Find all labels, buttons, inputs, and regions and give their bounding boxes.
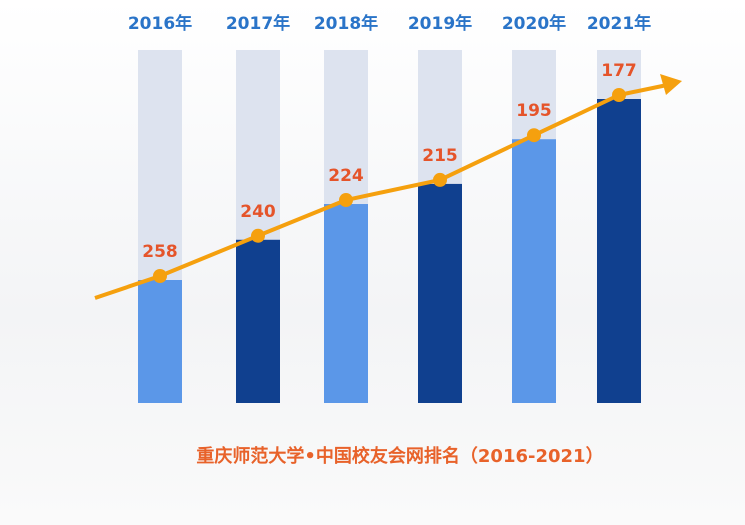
- arrow-head: [660, 74, 682, 95]
- trend-line-end: [618, 82, 673, 97]
- x-tick-label: 2019年: [408, 13, 472, 34]
- x-tick-label: 2016年: [128, 13, 192, 34]
- trend-line: [159, 93, 620, 278]
- trend-point: [153, 269, 167, 283]
- trend-line-start: [94, 274, 161, 300]
- bar: [597, 99, 641, 403]
- value-label: 240: [240, 202, 276, 222]
- value-label: 215: [422, 146, 458, 166]
- bar: [138, 280, 182, 403]
- bar: [236, 239, 280, 403]
- bar: [512, 139, 556, 403]
- value-label: 258: [142, 242, 178, 262]
- trend-point: [433, 172, 447, 187]
- bar: [418, 183, 462, 403]
- trend-point: [339, 193, 353, 208]
- value-label: 224: [328, 166, 364, 186]
- trend-point: [612, 88, 626, 102]
- x-tick-label: 2018年: [314, 13, 378, 34]
- value-label: 195: [516, 101, 552, 121]
- x-tick-label: 2017年: [226, 13, 290, 34]
- x-tick-label: 2021年: [587, 13, 651, 34]
- x-tick-label: 2020年: [502, 13, 566, 34]
- value-label: 177: [601, 61, 637, 81]
- trend-point: [251, 228, 265, 243]
- chart-title: 重庆师范大学•中国校友会网排名（2016-2021）: [196, 445, 603, 467]
- bar: [324, 204, 368, 403]
- trend-point: [527, 128, 541, 143]
